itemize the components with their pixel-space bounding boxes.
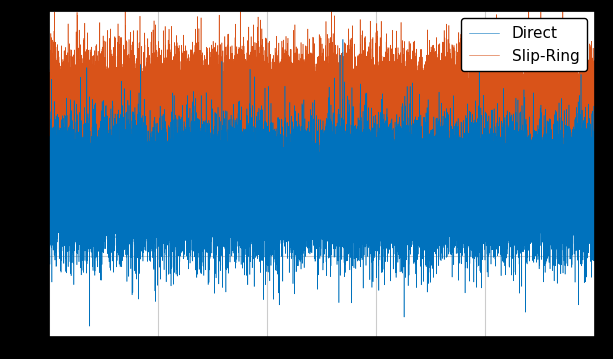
Direct bbox=[339, 37, 346, 42]
Line: Slip-Ring: Slip-Ring bbox=[49, 0, 595, 235]
Slip-Ring bbox=[83, 123, 90, 127]
Slip-Ring bbox=[451, 92, 458, 97]
Direct bbox=[341, 192, 349, 196]
Legend: Direct, Slip-Ring: Direct, Slip-Ring bbox=[461, 18, 587, 71]
Slip-Ring bbox=[374, 35, 381, 39]
Direct bbox=[591, 144, 598, 148]
Slip-Ring bbox=[177, 92, 184, 97]
Slip-Ring bbox=[560, 233, 568, 237]
Direct bbox=[177, 160, 184, 164]
Direct bbox=[45, 252, 53, 257]
Slip-Ring bbox=[591, 84, 598, 88]
Direct bbox=[254, 185, 262, 190]
Line: Direct: Direct bbox=[49, 39, 595, 326]
Direct bbox=[86, 324, 93, 328]
Direct bbox=[83, 199, 90, 203]
Direct bbox=[451, 180, 458, 184]
Slip-Ring bbox=[45, 116, 53, 121]
Direct bbox=[374, 214, 381, 219]
Slip-Ring bbox=[254, 141, 262, 145]
Slip-Ring bbox=[341, 146, 349, 151]
